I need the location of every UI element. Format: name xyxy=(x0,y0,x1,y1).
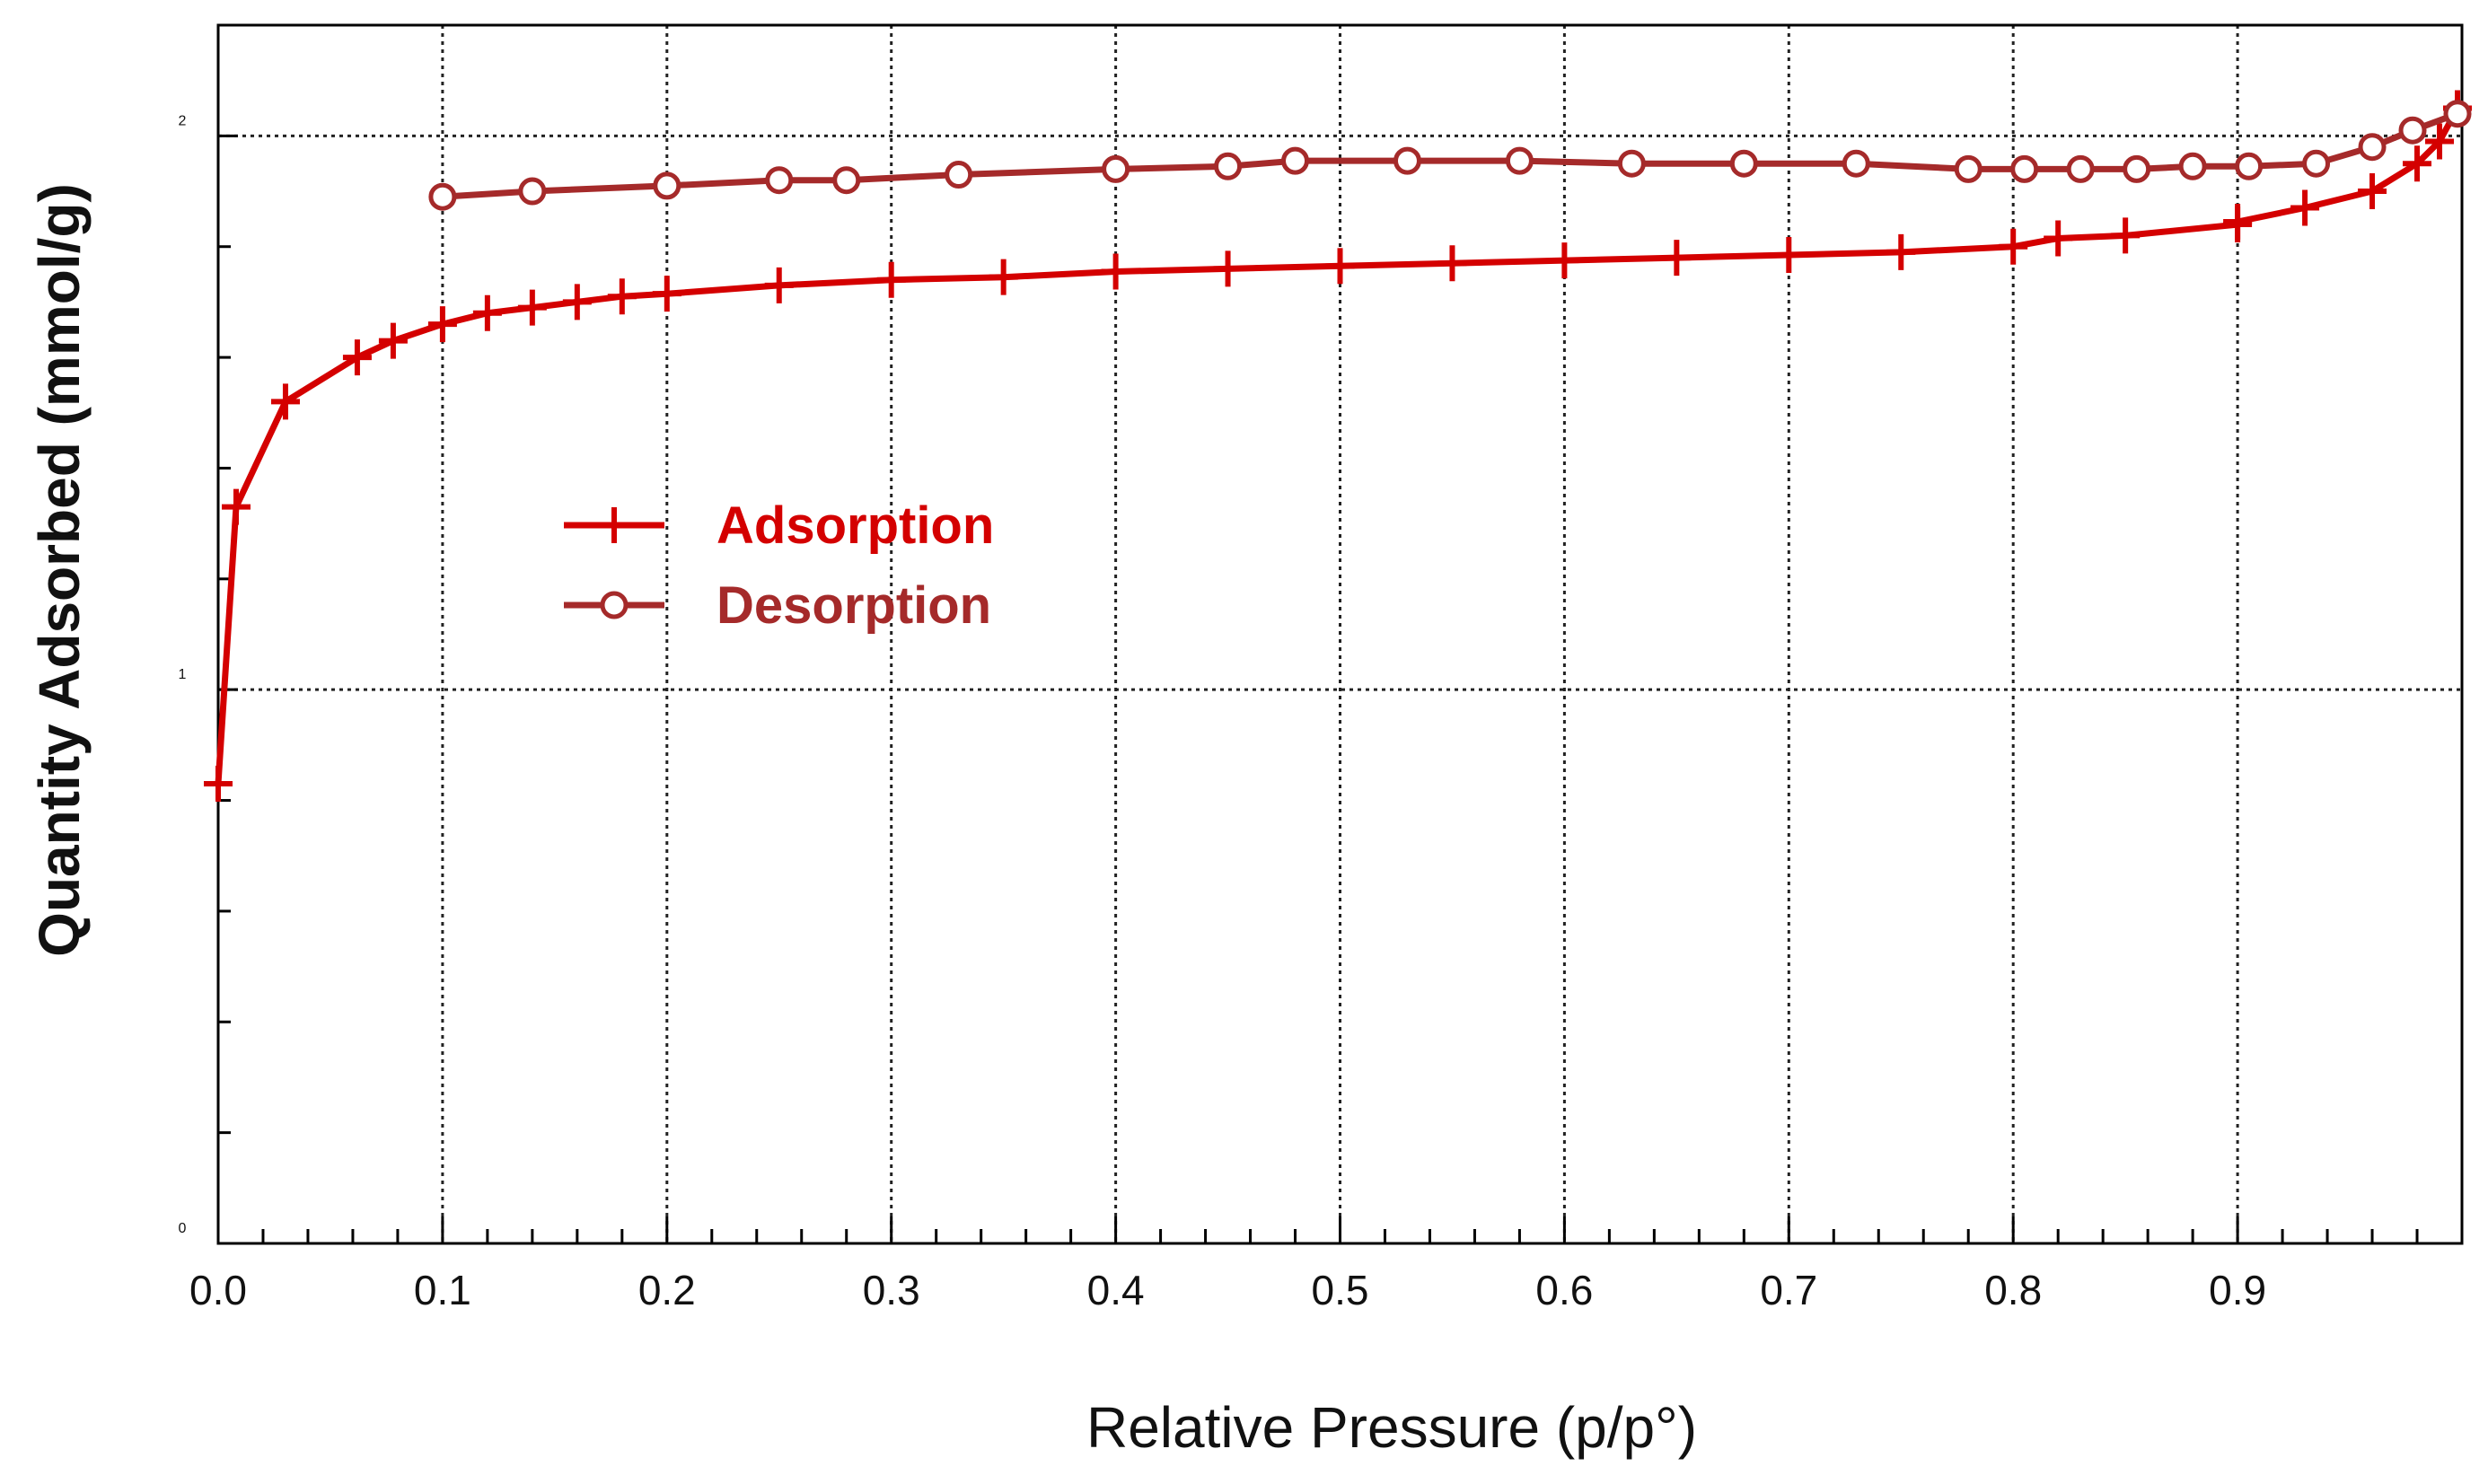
data-point-adsorption xyxy=(989,259,1018,295)
data-point-adsorption xyxy=(204,766,233,803)
legend-label: Adsorption xyxy=(717,496,994,555)
x-ticks: 0.0 0.1 0.2 0.3 0.4 0.5 0.6 0.7 0.8 0.9 xyxy=(189,1216,2464,1313)
series-layer xyxy=(204,90,2473,803)
data-point-adsorption xyxy=(764,267,794,303)
x-tick-label: 0.6 xyxy=(1535,1267,1593,1313)
data-point-adsorption xyxy=(1101,253,1130,290)
legend-marker xyxy=(600,591,629,619)
series-line-desorption xyxy=(442,110,2459,200)
x-tick-label: 0.7 xyxy=(1760,1267,1817,1313)
x-tick-label: 0.3 xyxy=(863,1267,920,1313)
data-point-desorption xyxy=(2235,152,2264,180)
data-point-adsorption xyxy=(472,294,502,331)
data-point-adsorption xyxy=(378,322,408,359)
data-point-desorption xyxy=(2066,154,2095,183)
x-tick-label: 0.4 xyxy=(1087,1267,1145,1313)
data-point-adsorption xyxy=(607,278,637,315)
data-point-adsorption xyxy=(652,276,681,312)
x-tick-label: 0.2 xyxy=(638,1267,696,1313)
data-point-adsorption xyxy=(2358,173,2387,210)
legend-item-adsorption: Adsorption xyxy=(564,496,994,555)
data-point-desorption xyxy=(2302,149,2331,178)
data-point-desorption xyxy=(2358,133,2387,162)
y-tick-label: 1 xyxy=(179,667,187,682)
legend-label: Desorption xyxy=(717,576,991,635)
data-point-desorption xyxy=(945,161,973,189)
data-point-adsorption xyxy=(2425,123,2455,160)
x-tick-label: 0.8 xyxy=(1984,1267,2042,1313)
data-point-adsorption xyxy=(1886,233,1916,270)
data-point-desorption xyxy=(1842,149,1870,178)
y-axis-label: Quantity Adsorbed (mmol/g) xyxy=(27,183,92,957)
data-point-adsorption xyxy=(2111,217,2141,254)
data-point-desorption xyxy=(2398,116,2427,145)
data-point-desorption xyxy=(2178,152,2207,180)
x-axis-label: Relative Pressure (p/p°) xyxy=(1086,1395,1697,1460)
data-point-desorption xyxy=(1281,146,1310,175)
data-point-adsorption xyxy=(562,284,592,321)
data-point-adsorption xyxy=(517,289,547,326)
data-point-adsorption xyxy=(1550,242,1579,279)
data-point-adsorption xyxy=(1999,228,2028,265)
data-point-adsorption xyxy=(1774,236,1804,273)
data-point-desorption xyxy=(653,171,681,200)
data-point-adsorption xyxy=(876,261,906,298)
data-point-adsorption xyxy=(1325,248,1355,285)
x-tick-label: 0.1 xyxy=(414,1267,471,1313)
data-point-desorption xyxy=(1505,146,1534,175)
legend: Adsorption Desorption xyxy=(564,496,994,635)
data-point-desorption xyxy=(1102,154,1130,183)
data-point-adsorption xyxy=(342,339,372,376)
data-point-adsorption xyxy=(1213,250,1243,287)
data-point-desorption xyxy=(518,177,547,206)
data-point-desorption xyxy=(2123,154,2151,183)
data-point-adsorption xyxy=(270,383,300,420)
data-point-adsorption xyxy=(1662,240,1692,277)
data-point-adsorption xyxy=(1437,245,1467,282)
data-point-desorption xyxy=(1393,146,1421,175)
x-tick-label: 0.0 xyxy=(189,1267,247,1313)
data-point-desorption xyxy=(1954,154,1982,183)
y-tick-label: 2 xyxy=(179,113,187,128)
data-point-desorption xyxy=(1729,149,1758,178)
series-adsorption xyxy=(204,90,2473,803)
data-point-desorption xyxy=(428,182,457,211)
x-tick-label: 0.9 xyxy=(2209,1267,2266,1313)
data-point-adsorption xyxy=(2403,145,2432,182)
data-point-desorption xyxy=(1214,152,1243,180)
data-point-desorption xyxy=(2010,154,2039,183)
y-tick-label: 0 xyxy=(179,1221,187,1236)
legend-marker xyxy=(600,507,629,543)
x-tick-label: 0.5 xyxy=(1312,1267,1369,1313)
data-point-adsorption xyxy=(427,306,457,343)
series-desorption xyxy=(428,100,2472,211)
legend-item-desorption: Desorption xyxy=(564,576,991,635)
data-point-desorption xyxy=(2443,100,2472,128)
data-point-desorption xyxy=(765,166,794,195)
data-point-desorption xyxy=(1617,149,1646,178)
data-point-adsorption xyxy=(2044,220,2073,257)
grid xyxy=(218,25,2462,1243)
data-point-adsorption xyxy=(221,488,251,525)
data-point-adsorption xyxy=(2223,203,2253,240)
series-line-adsorption xyxy=(215,106,2461,785)
data-point-desorption xyxy=(832,166,861,195)
data-point-adsorption xyxy=(2290,189,2320,226)
